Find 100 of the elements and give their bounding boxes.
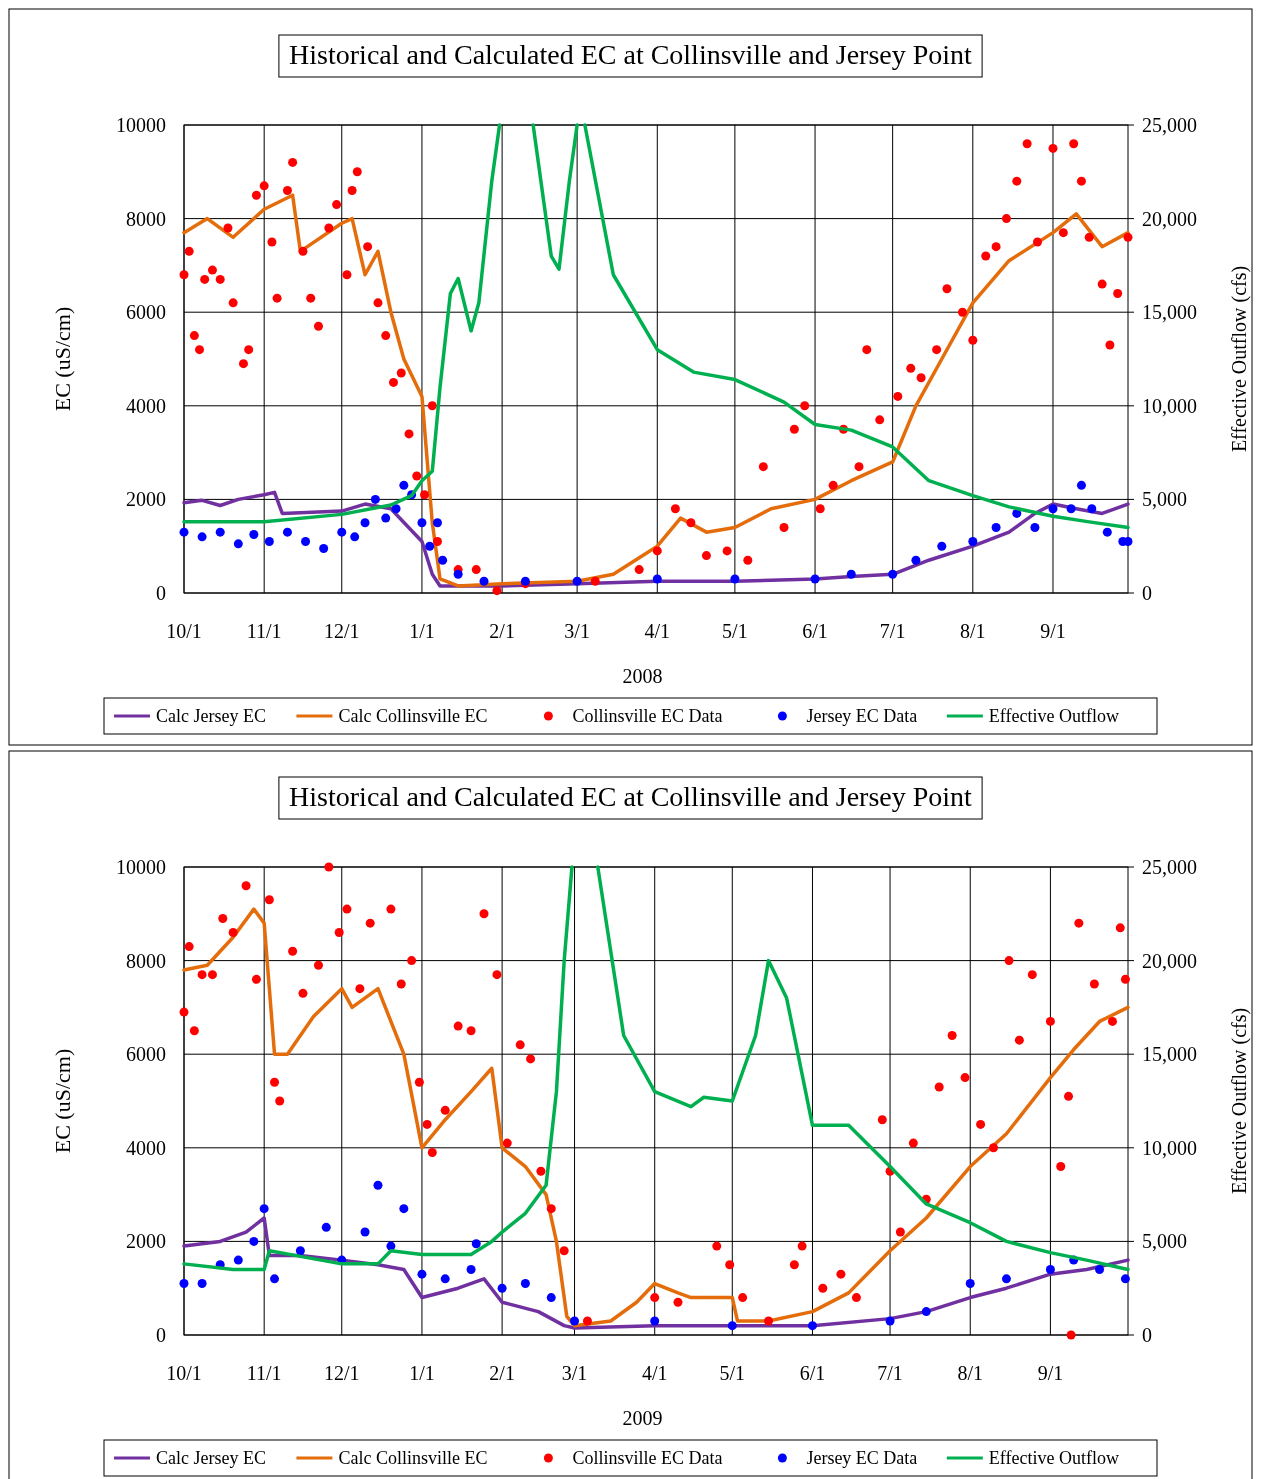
point [1120,1274,1130,1284]
point [417,518,427,528]
x-tick-label: 9/1 [1037,1362,1064,1384]
y-tick-label: 8000 [126,949,166,972]
point [197,1279,207,1289]
y2-tick-label: 0 [1142,582,1152,604]
point [391,504,401,514]
x-tick-label: 1/1 [409,620,435,642]
point [730,574,740,584]
x-tick-label: 11/1 [246,620,282,642]
y2-tick-label: 20,000 [1142,949,1197,972]
y2-tick-label: 5,000 [1142,1230,1187,1253]
x-tick-label: 8/1 [960,620,986,642]
legend-label: Calc Collinsville EC [338,706,488,726]
point [1076,480,1086,490]
point [360,1227,370,1237]
point [249,1236,259,1246]
point [1030,522,1040,532]
point [432,518,442,528]
point [991,522,1001,532]
point [546,1293,556,1303]
y2-axis-title: Effective Outflow (cfs) [1228,1007,1251,1195]
point [807,1321,817,1331]
x-tick-label: 12/1 [323,620,360,642]
x-tick-label: 4/1 [644,620,671,642]
point [1095,1264,1105,1274]
y2-tick-label: 25,000 [1142,856,1197,878]
point [1045,1264,1055,1274]
point [1012,508,1022,518]
legend-label: Calc Jersey EC [156,706,266,726]
y2-tick-label: 10,000 [1142,1136,1197,1159]
legend-label: Collinsville EC Data [572,1448,723,1468]
point [417,1269,427,1279]
x-tick-label: 12/1 [323,1362,360,1384]
point [652,574,662,584]
point [295,1246,305,1256]
y2-tick-label: 15,000 [1142,301,1197,324]
legend-label: Collinsville EC Data [572,706,723,726]
x-axis-title: 2008 [622,665,663,687]
point [233,1255,243,1265]
point [453,569,463,579]
x-tick-label: 5/1 [722,620,748,642]
x-tick-label: 8/1 [957,1362,984,1384]
point [360,518,370,528]
legend-label: Effective Outflow [988,706,1119,726]
y-tick-label: 2000 [126,1230,166,1253]
y-tick-label: 8000 [126,207,166,230]
y-tick-label: 0 [156,582,166,604]
point [179,527,189,537]
x-tick-label: 5/1 [719,1362,746,1384]
x-tick-label: 4/1 [641,1362,668,1384]
y2-tick-label: 25,000 [1142,114,1197,136]
x-tick-label: 10/1 [166,1362,202,1384]
x-tick-label: 2/1 [489,1362,515,1384]
x-tick-label: 3/1 [561,1362,588,1384]
point [370,494,380,504]
chart-title: Historical and Calculated EC at Collinsville and Jersey Point [289,781,973,812]
point [911,555,921,565]
y-axis-title: EC (uS/cm) [50,306,75,412]
point [215,527,225,537]
y2-tick-label: 20,000 [1142,207,1197,230]
x-tick-label: 1/1 [409,1362,435,1384]
y-tick-label: 6000 [126,301,166,324]
point [1001,1274,1011,1284]
point [301,537,311,547]
point [438,555,448,565]
y2-axis-title: Effective Outflow (cfs) [1228,265,1251,453]
point [650,1316,660,1326]
x-tick-label: 9/1 [1040,620,1066,642]
point [350,532,360,542]
x-tick-label: 11/1 [246,1362,282,1384]
point [319,544,329,554]
point [425,541,435,551]
point [479,576,489,586]
point [337,527,347,537]
x-tick-label: 10/1 [166,620,202,642]
y-tick-label: 0 [156,1324,166,1346]
point [440,1274,450,1284]
y-tick-label: 6000 [126,1043,166,1066]
point [282,527,292,537]
legend-label: Effective Outflow [988,1448,1119,1468]
point [179,1279,189,1289]
point [471,1239,481,1249]
x-tick-label: 7/1 [877,1362,903,1384]
point [520,1279,530,1289]
point [249,530,259,539]
point [497,1283,507,1293]
legend-label: Calc Collinsville EC [338,1448,488,1468]
point [381,513,391,523]
point [885,1316,895,1326]
legend-label: Calc Jersey EC [156,1448,266,1468]
point [921,1307,931,1317]
point [399,480,409,490]
x-tick-label: 7/1 [879,620,906,642]
point [810,574,820,584]
x-tick-label: 6/1 [802,620,828,642]
y2-tick-label: 5,000 [1142,488,1187,511]
y2-tick-label: 10,000 [1142,394,1197,417]
chart-title: Historical and Calculated EC at Collinsville and Jersey Point [289,39,973,70]
y-tick-label: 10000 [116,114,166,136]
